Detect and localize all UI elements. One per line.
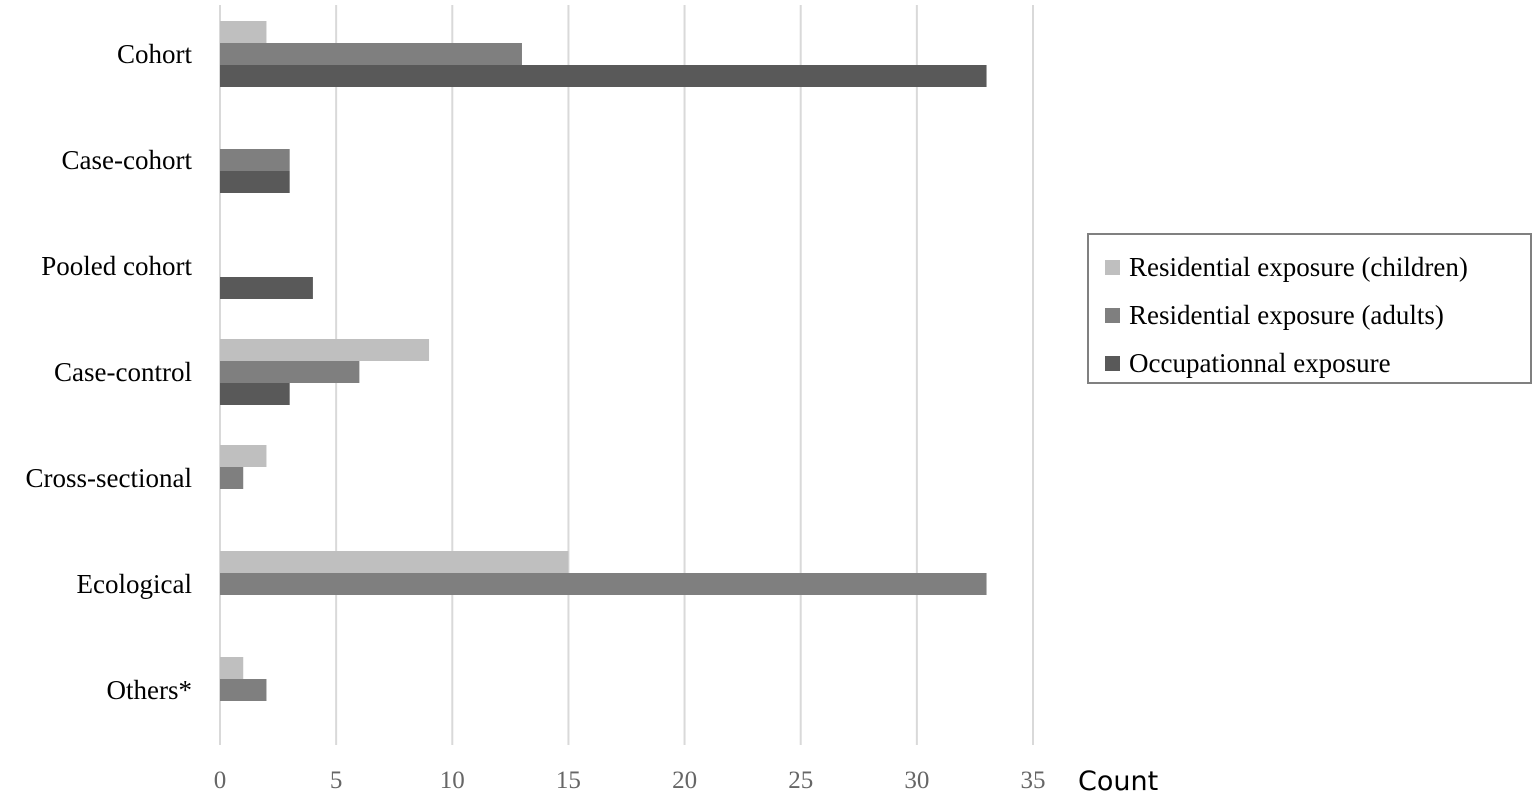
bar-case-control-series-3 xyxy=(220,383,290,405)
bar-cohort-series-1 xyxy=(220,21,267,43)
bar-cross-sectional-series-1 xyxy=(220,445,267,467)
x-tick-label: 15 xyxy=(556,767,581,794)
bar-pooled-cohort-series-3 xyxy=(220,277,313,299)
bar-ecological-series-2 xyxy=(220,573,987,595)
x-tick-label: 0 xyxy=(214,767,227,794)
category-label: Cohort xyxy=(117,39,193,69)
x-tick-label: 5 xyxy=(330,767,343,794)
legend-label: Residential exposure (children) xyxy=(1129,251,1468,282)
bar-cohort-series-2 xyxy=(220,43,522,65)
bar-case-control-series-2 xyxy=(220,361,360,383)
bar-cohort-series-3 xyxy=(220,65,987,87)
legend-label: Residential exposure (adults) xyxy=(1129,299,1444,330)
legend-item: Occupationnal exposure xyxy=(1105,339,1530,387)
x-tick-label: 30 xyxy=(904,767,929,794)
legend-swatch xyxy=(1105,355,1120,371)
bar-case-cohort-series-3 xyxy=(220,171,290,193)
legend-item: Residential exposure (children) xyxy=(1105,243,1530,291)
x-tick-label: 10 xyxy=(440,767,465,794)
bar-case-control-series-1 xyxy=(220,339,430,361)
x-tick-label: 25 xyxy=(788,767,813,794)
category-label: Cross-sectional xyxy=(26,463,192,493)
x-axis-title: Count xyxy=(1078,766,1158,797)
x-tick-label: 20 xyxy=(672,767,697,794)
x-tick-label: 35 xyxy=(1021,767,1046,794)
bar-cross-sectional-series-2 xyxy=(220,467,244,489)
legend: Residential exposure (children) Residenti… xyxy=(1087,233,1532,384)
bars xyxy=(220,21,987,701)
legend-label: Occupationnal exposure xyxy=(1129,347,1391,378)
category-label: Others* xyxy=(107,675,192,705)
category-labels: Cohort Case-cohort Pooled cohort Case-contr… xyxy=(26,39,193,705)
legend-swatch xyxy=(1105,307,1120,323)
bar-others-series-1 xyxy=(220,657,244,679)
bar-case-cohort-series-2 xyxy=(220,149,290,171)
legend-swatch xyxy=(1105,259,1120,275)
legend-item: Residential exposure (adults) xyxy=(1105,291,1530,339)
category-label: Case-cohort xyxy=(62,145,193,175)
category-label: Ecological xyxy=(77,569,192,599)
bar-others-series-2 xyxy=(220,679,267,701)
x-tick-labels: 0 5 10 15 20 25 30 35 xyxy=(214,767,1046,794)
category-label: Case-control xyxy=(54,357,192,387)
category-label: Pooled cohort xyxy=(41,251,192,281)
bar-ecological-series-1 xyxy=(220,551,569,573)
